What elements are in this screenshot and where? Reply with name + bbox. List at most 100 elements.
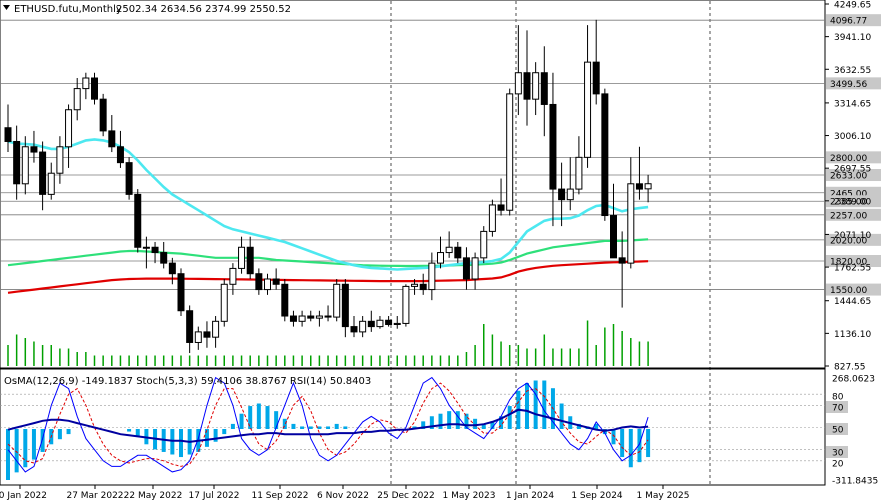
indicator-tick-label: 20: [832, 460, 844, 470]
candle-body: [116, 146, 124, 164]
candle-body: [194, 331, 202, 343]
candle-body: [108, 130, 116, 148]
dropdown-triangle-icon[interactable]: [3, 5, 10, 10]
price-tick-label: 827.55: [834, 363, 866, 373]
indicator-values: OsMA(12,26,9) -149.1837 Stoch(5,3,3) 59.…: [4, 376, 371, 387]
price-level-box: [826, 195, 881, 208]
candle-body: [298, 315, 306, 322]
candle-body: [411, 283, 419, 287]
candle-body: [160, 252, 168, 264]
candle-body: [125, 162, 133, 195]
price-level-label: 4096.77: [830, 17, 867, 27]
time-tick-label: 17 Jul 2022: [189, 491, 240, 501]
candle-body: [601, 93, 609, 217]
main-pane-frame: [0, 0, 826, 369]
indicator-pane: [0, 376, 825, 480]
candle-body: [333, 283, 341, 318]
candle-body: [21, 146, 29, 185]
volume-bars: [7, 320, 649, 366]
candle-body: [610, 215, 617, 259]
candle-body: [324, 315, 332, 318]
candle-body: [30, 146, 38, 153]
candle-body: [4, 127, 12, 142]
candle-body: [142, 246, 150, 249]
candle-body: [47, 172, 55, 195]
candle-body: [281, 283, 289, 317]
candles: [4, 19, 652, 354]
ema-mid-line: [7, 238, 649, 268]
candle-body: [168, 262, 176, 275]
candle-body: [428, 262, 436, 291]
candle-body: [506, 93, 514, 211]
candle-body: [575, 156, 583, 190]
candle-body: [73, 88, 81, 111]
stoch-main-line: [7, 376, 649, 473]
candle-body: [203, 331, 211, 338]
ema-slow-line: [7, 260, 649, 294]
candle-body: [367, 320, 375, 328]
price-tick-label: 2071.10: [834, 231, 871, 241]
candle-body: [497, 204, 505, 211]
price-tick-label: 4249.65: [834, 1, 871, 11]
indicator-tick-label: 50: [832, 426, 844, 436]
indicator-tick-label: 268.0623: [832, 375, 875, 385]
candle-body: [264, 278, 271, 291]
time-tick-label: 11 Sep 2022: [251, 491, 308, 501]
candle-body: [549, 103, 557, 190]
price-tick-label: 1444.65: [834, 297, 871, 307]
candle-body: [393, 322, 401, 325]
candle-body: [618, 257, 626, 264]
candle-body: [255, 273, 263, 291]
candle-body: [315, 315, 323, 319]
price-level-box: [826, 283, 881, 296]
candle-body: [238, 246, 246, 269]
candle-body: [566, 188, 574, 201]
indicator-tick-label: 30: [832, 449, 844, 459]
candle-body: [523, 72, 531, 100]
price-level-label: 2020.00: [830, 236, 867, 246]
price-level-label: 2465.00: [830, 189, 867, 199]
candle-body: [419, 283, 427, 291]
candle-body: [220, 283, 228, 322]
candle-body: [532, 72, 540, 100]
candle-body: [445, 246, 453, 254]
candle-body: [229, 267, 237, 285]
candle-body: [627, 183, 635, 264]
indicator-level-box: [826, 401, 848, 413]
candle-body: [462, 257, 470, 280]
price-tick-label: 1136.10: [834, 330, 871, 340]
time-tick-label: 22 May 2022: [124, 491, 183, 501]
candle-body: [385, 319, 393, 325]
price-level-label: 2257.00: [830, 211, 867, 221]
indicator-pane-frame: [0, 368, 826, 486]
price-tick-label: 3632.55: [834, 66, 871, 76]
candle-body: [65, 109, 73, 148]
candle-body: [644, 183, 652, 190]
indicator-tick-label: 70: [832, 404, 844, 414]
candle-body: [350, 326, 358, 333]
price-level-label: 2385.00: [830, 198, 867, 208]
price-level-label: 1550.00: [830, 286, 867, 296]
price-tick-label: 2697.55: [834, 165, 871, 175]
price-level-box: [826, 151, 881, 164]
time-tick-label: 30 Jan 2022: [0, 491, 47, 501]
price-tick-label: 1762.55: [834, 264, 871, 274]
rsi-line: [7, 408, 649, 443]
candle-body: [584, 61, 592, 158]
candle-body: [480, 230, 488, 259]
candle-body: [272, 278, 280, 285]
candle-body: [82, 77, 90, 90]
time-tick-label: 27 Mar 2022: [66, 491, 123, 501]
candle-body: [488, 204, 496, 232]
candle-body: [186, 310, 194, 343]
candle-body: [177, 273, 185, 312]
price-tick-label: 3941.10: [834, 33, 871, 43]
indicator-tick-label: 80: [832, 393, 844, 403]
candle-body: [635, 183, 643, 190]
candle-body: [454, 246, 462, 259]
candle-body: [471, 257, 479, 280]
candle-body: [56, 146, 64, 174]
